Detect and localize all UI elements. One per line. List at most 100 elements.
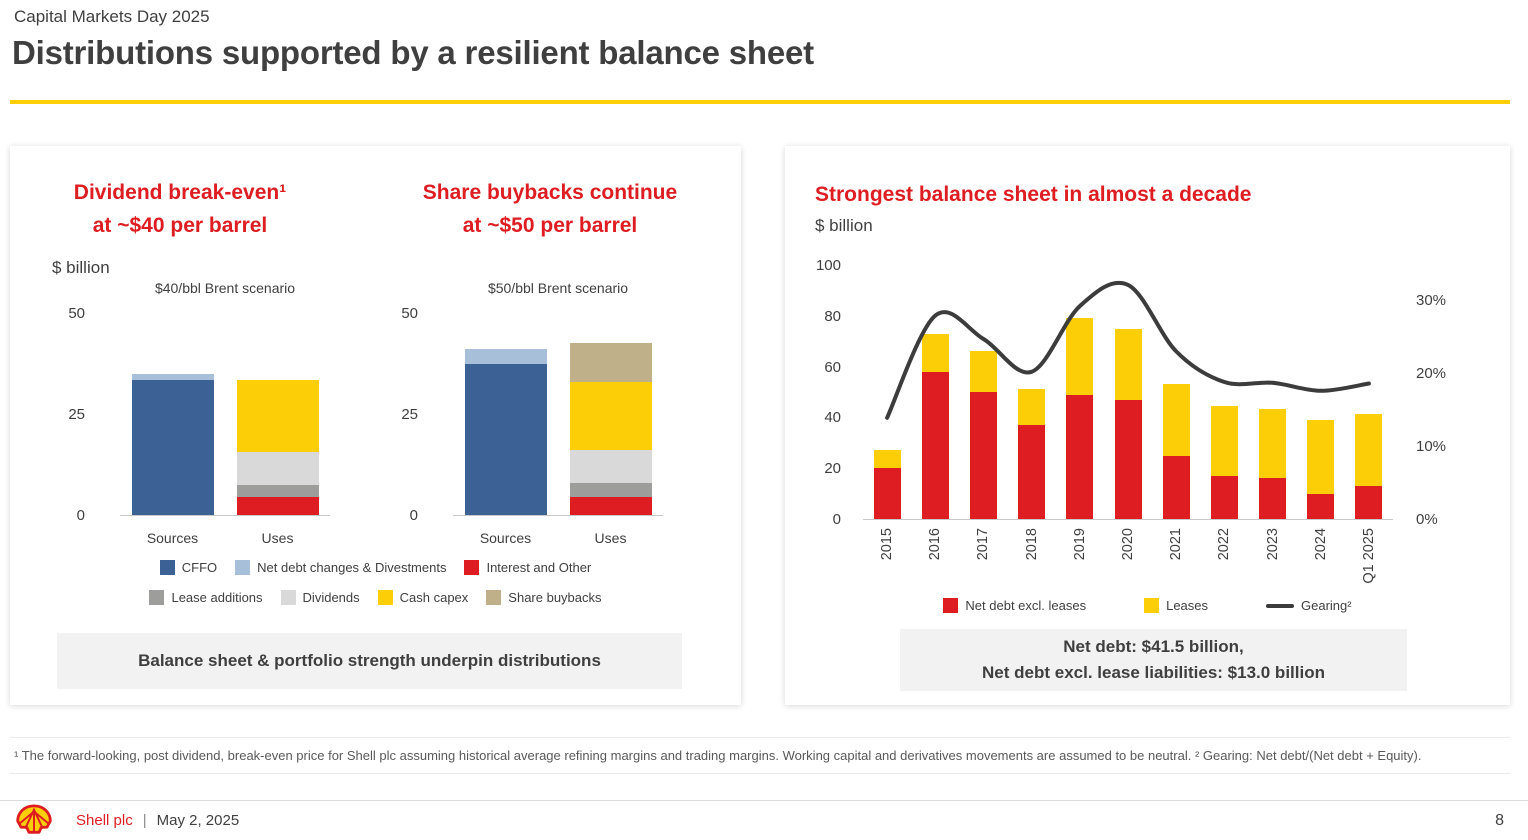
color-swatch [464, 560, 480, 575]
y-axis-left-tick-label: 0 [832, 511, 841, 528]
color-swatch [1144, 598, 1160, 613]
segment-net-debt-excl-leases [969, 392, 997, 519]
bar-2017 [969, 351, 997, 519]
segment-net-debt-excl-leases [1355, 485, 1383, 519]
x-axis-label-wrap: 2019 [1056, 528, 1104, 600]
y-axis-left-tick-label: 40 [824, 409, 841, 427]
segment-lease-additions [569, 482, 652, 497]
segment-leases [921, 333, 949, 372]
x-axis-label-wrap: 2024 [1297, 528, 1345, 600]
legend-item-leases: Leases [1144, 598, 1208, 613]
segment-net-debt-excl-leases [1066, 394, 1094, 519]
legend-label: Lease additions [171, 590, 263, 605]
x-axis-label-2020: 2020 [1119, 528, 1136, 561]
x-axis-label-wrap: 2022 [1200, 528, 1248, 600]
x-axis-label-2017: 2017 [975, 528, 992, 561]
x-axis-label-2021: 2021 [1168, 528, 1185, 561]
y-axis-tick-label: 25 [401, 406, 418, 423]
legend-label: Net debt changes & Divestments [257, 560, 447, 575]
segment-leases [1307, 419, 1335, 494]
segment-interest-and-other [236, 496, 319, 515]
legend-item-dividends: Dividends [280, 590, 360, 605]
eyebrow: Capital Markets Day 2025 [14, 7, 210, 26]
legend-item-gearing-: Gearing² [1266, 598, 1352, 613]
x-axis-label-q1-2025: Q1 2025 [1360, 528, 1377, 584]
bar-2018 [1018, 389, 1046, 519]
share-buybacks-title: Share buybacks continue at ~$50 per barr… [395, 176, 705, 242]
x-axis-label-wrap: 2017 [959, 528, 1007, 600]
bar-2024 [1307, 419, 1335, 519]
segment-cffo [464, 363, 547, 515]
company-name: Shell plc [76, 812, 133, 829]
left-unit-label: $ billion [52, 258, 110, 277]
dividend-breakeven-title: Dividend break-even¹ at ~$40 per barrel [35, 176, 325, 242]
segment-share-buybacks [569, 343, 652, 382]
legend-label: Interest and Other [486, 560, 592, 575]
y-axis-left-tick-label: 100 [815, 257, 841, 274]
bar-sources [464, 349, 547, 515]
y-axis-right-tick-label: 30% [1416, 292, 1447, 309]
left-callout-text: Balance sheet & portfolio strength under… [138, 651, 601, 670]
x-axis-label-wrap: 2023 [1248, 528, 1296, 600]
x-axis-label-2023: 2023 [1264, 528, 1281, 561]
shell-logo-icon [16, 804, 52, 837]
x-axis-label-2024: 2024 [1312, 528, 1329, 561]
segment-leases [1018, 389, 1046, 426]
legend-label: Leases [1166, 598, 1209, 613]
segment-net-debt-changes-divestments [131, 373, 214, 380]
right-legend: Net debt excl. leases Leases Gearing² [785, 598, 1510, 613]
chart-subtitle: $50/bbl Brent scenario [487, 280, 629, 296]
share-buybacks-title-line1: Share buybacks continue [422, 181, 678, 204]
y-axis-left-tick-label: 20 [824, 460, 841, 478]
x-axis-label-sources: Sources [479, 530, 532, 546]
segment-leases [969, 351, 997, 392]
dividend-breakeven-title-line1: Dividend break-even¹ [73, 181, 287, 204]
legend-label: Dividends [302, 590, 360, 605]
bar-2016 [921, 333, 949, 519]
bar-2023 [1259, 408, 1287, 519]
footnote: ¹ The forward-looking, post dividend, br… [10, 737, 1510, 774]
segment-dividends [569, 450, 652, 483]
chart-subtitle: $40/bbl Brent scenario [154, 280, 296, 296]
right-callout: Net debt: $41.5 billion, Net debt excl. … [900, 629, 1407, 691]
segment-interest-and-other [569, 496, 652, 515]
balance-sheet-panel: Strongest balance sheet in almost a deca… [785, 146, 1510, 705]
bar-2021 [1162, 384, 1190, 519]
left-callout: Balance sheet & portfolio strength under… [57, 633, 682, 689]
bar-plot-area [453, 314, 663, 516]
slide-date: May 2, 2025 [156, 812, 240, 829]
segment-leases [873, 450, 901, 469]
bar-2022 [1210, 405, 1238, 519]
x-axis-label-wrap: 2018 [1008, 528, 1056, 600]
y-axis-right-tick-label: 10% [1416, 438, 1447, 455]
segment-net-debt-excl-leases [1018, 425, 1046, 519]
x-axis-label-wrap: 2015 [863, 528, 911, 600]
share-buybacks-title-line2: at ~$50 per barrel [462, 214, 638, 237]
y-axis-left-tick-label: 80 [824, 307, 841, 325]
y-axis-tick-label: 50 [401, 305, 418, 322]
legend-label: Net debt excl. leases [965, 598, 1087, 613]
x-axis-label-sources: Sources [146, 530, 199, 546]
x-axis-label-uses: Uses [594, 530, 627, 546]
bar-sources [131, 373, 214, 515]
segment-net-debt-changes-divestments [464, 349, 547, 364]
bar-q1-2025 [1355, 413, 1383, 519]
legend-item-interest-and-other: Interest and Other [464, 560, 591, 575]
segment-leases [1162, 384, 1190, 456]
x-axis-label-wrap: 2021 [1152, 528, 1200, 600]
segment-net-debt-excl-leases [1259, 478, 1287, 519]
x-axis-label-2019: 2019 [1071, 528, 1088, 561]
segment-leases [1066, 318, 1094, 395]
color-swatch [149, 590, 165, 605]
segment-dividends [236, 452, 319, 485]
legend-item-share-buybacks: Share buybacks [486, 590, 602, 605]
x-axis-label-2015: 2015 [879, 528, 896, 561]
right-unit-label: $ billion [815, 216, 873, 235]
color-swatch [280, 590, 296, 605]
legend-label: Gearing² [1301, 598, 1352, 613]
segment-cffo [131, 379, 214, 515]
line-swatch [1266, 603, 1295, 608]
legend-item-net-debt-excl-leases: Net debt excl. leases [943, 598, 1086, 613]
x-axis-label-2022: 2022 [1216, 528, 1233, 561]
